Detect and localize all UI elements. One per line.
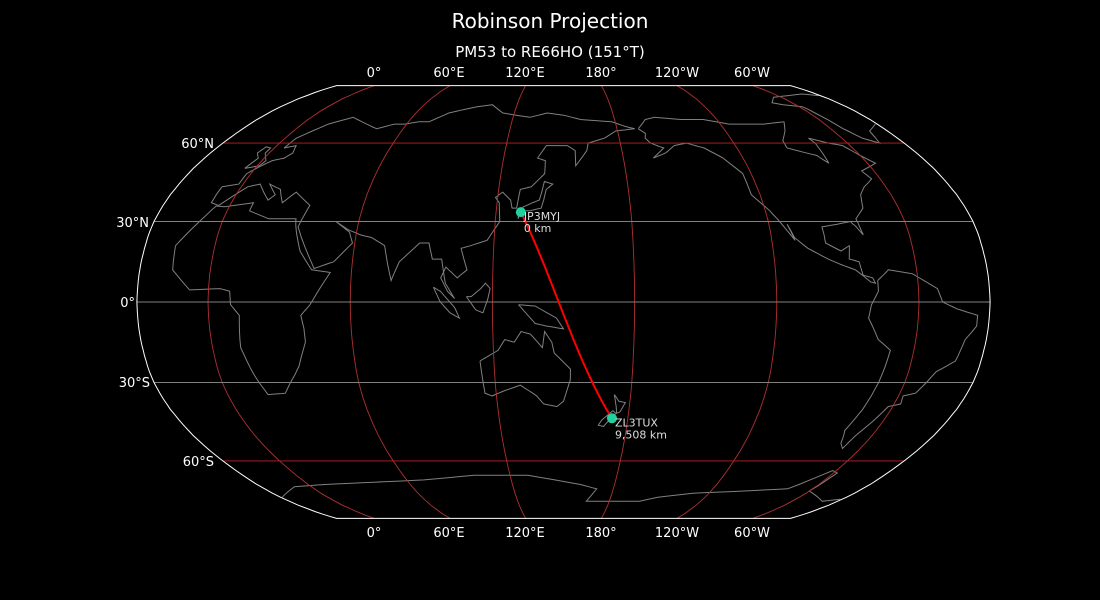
station-call: JP3MYJ (523, 210, 560, 223)
map-boundary (136, 85, 991, 519)
lon-tick-top: 60°E (433, 66, 464, 81)
map-subtitle: PM53 to RE66HO (151°T) (455, 43, 645, 61)
coastline (637, 116, 877, 284)
coastline (613, 394, 627, 415)
lon-tick-top: 120°W (655, 66, 699, 81)
coastline (281, 474, 610, 502)
lon-tick-bottom: 180° (585, 526, 616, 541)
lon-tick-bottom: 60°E (433, 526, 464, 541)
lon-tick-top: 60°W (734, 66, 770, 81)
coastline (172, 202, 332, 396)
great-circle-path (519, 211, 613, 419)
lon-tick-bottom: 0° (367, 526, 382, 541)
lat-tick: 60°N (181, 137, 214, 152)
coastline (518, 304, 565, 330)
lon-tick-bottom: 120°E (505, 526, 545, 541)
coastline (597, 410, 617, 428)
lon-tick-top: 0° (367, 66, 382, 81)
coastline (609, 470, 841, 502)
lat-tick: 30°N (116, 216, 149, 231)
coastline (432, 286, 461, 320)
graticule (136, 85, 991, 519)
coastline (771, 93, 881, 144)
lon-tick-top: 120°E (505, 66, 545, 81)
lon-tick-bottom: 60°W (734, 526, 770, 541)
coastline (210, 104, 635, 299)
lat-tick: 60°S (183, 455, 214, 470)
coastline (840, 269, 979, 450)
lon-tick-top: 180° (585, 66, 616, 81)
station-marker-start[interactable] (515, 207, 526, 218)
station-distance: 9,508 km (615, 428, 667, 441)
station-distance: 0 km (524, 222, 552, 235)
map-title: Robinson Projection (451, 9, 649, 33)
coastlines (172, 93, 979, 502)
station-marker-end[interactable] (606, 413, 617, 424)
lat-tick: 30°S (119, 376, 150, 391)
coastline (517, 180, 554, 219)
lat-tick: 0° (120, 296, 135, 311)
coastline (465, 282, 491, 314)
lon-tick-bottom: 120°W (655, 526, 699, 541)
coastline (244, 146, 272, 169)
coastline (479, 330, 571, 408)
station-call: ZL3TUX (615, 416, 658, 429)
